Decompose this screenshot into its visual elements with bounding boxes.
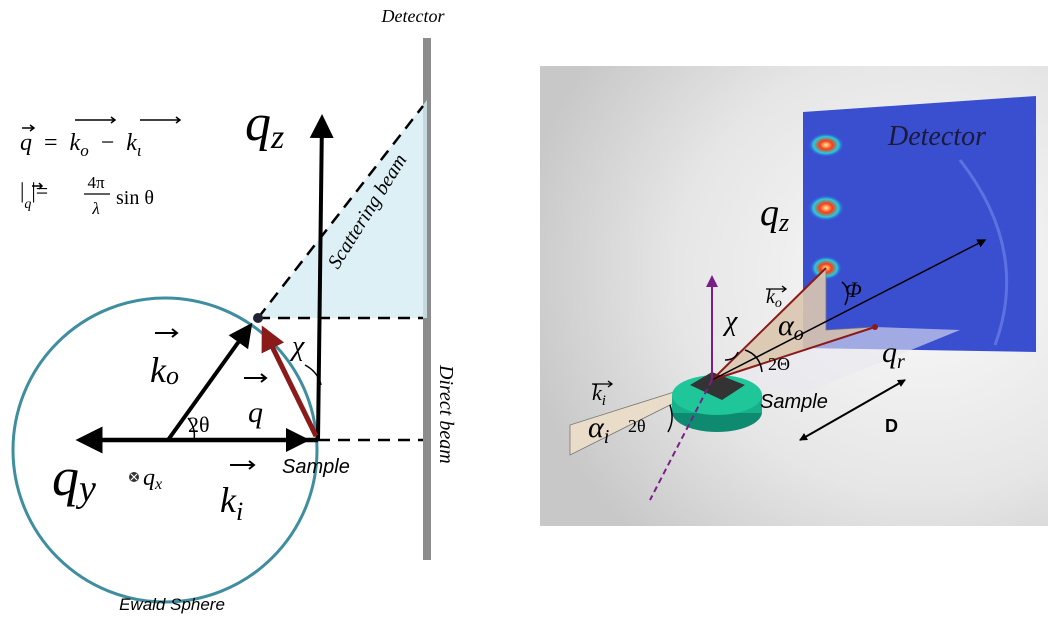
detector-label: Detector: [887, 121, 986, 152]
left-panel: Detector q = ko − kι |q|= 4π λ sin θ qz …: [13, 6, 457, 614]
chi-label: χ: [289, 331, 305, 362]
symbol: k: [150, 350, 167, 390]
figure: Detector q = ko − kι |q|= 4π λ sin θ qz …: [0, 0, 1048, 619]
subscript: i: [602, 393, 606, 409]
subscript: o: [794, 323, 804, 345]
distance-label: D: [885, 416, 898, 436]
eq-term: q: [24, 197, 31, 212]
subscript: i: [604, 426, 610, 448]
symbol: q: [882, 336, 897, 369]
symbol: α: [778, 309, 795, 342]
symbol: q: [52, 447, 79, 507]
detector-label: Detector: [381, 6, 446, 26]
symbol: q: [143, 465, 155, 491]
eq-term: q: [20, 130, 32, 156]
qy-label: qy: [52, 447, 96, 510]
equation-2: |q|=: [20, 178, 48, 212]
symbol: α: [588, 411, 605, 444]
sample-label: Sample: [760, 391, 828, 413]
eq-term: o: [80, 141, 89, 160]
right-panel: Detector qz ko Φ χ αo 2Θ qr ki αi 2θ Sam…: [540, 66, 1048, 526]
phi-label: Φ: [845, 277, 862, 302]
subscript: x: [154, 476, 162, 493]
eq-term: k: [70, 130, 81, 156]
symbol: q: [760, 192, 779, 234]
subscript: r: [897, 351, 905, 373]
two-theta-label: 2θ: [188, 412, 210, 437]
eq-term: =: [44, 130, 58, 156]
q-label: q: [248, 396, 263, 429]
sample-label: Sample: [282, 456, 350, 478]
ewald-sphere-label: Ewald Sphere: [119, 595, 225, 614]
point: [872, 324, 878, 330]
point: [253, 313, 263, 323]
equation-1: q = ko − kι: [20, 130, 142, 162]
eq-term: |=: [31, 178, 48, 203]
subscript: z: [778, 208, 789, 237]
eq-term: ι: [137, 141, 142, 160]
chi-label: χ: [722, 306, 738, 337]
vector-arrow: [244, 374, 266, 382]
diffraction-spot: [808, 133, 844, 157]
q-arrow: [264, 330, 316, 436]
symbol: q: [245, 95, 271, 152]
eq-denominator: λ: [91, 199, 99, 218]
diffraction-spot: [808, 195, 844, 221]
eq-term: −: [101, 130, 115, 156]
ko-label: ko: [150, 350, 179, 390]
vector-arrow: [230, 461, 254, 469]
qz-label: qz: [245, 95, 284, 156]
direct-beam-label: Direct beam: [435, 364, 457, 464]
symbol: k: [220, 480, 237, 520]
two-theta-o-label: 2Θ: [768, 354, 790, 374]
vector-arrow: [155, 329, 177, 337]
eq-sin: sin θ: [116, 187, 154, 209]
subscript: o: [166, 361, 179, 390]
two-theta-i-label: 2θ: [628, 416, 646, 436]
ki-label: ki: [220, 480, 243, 526]
subscript: y: [75, 468, 96, 510]
subscript: z: [270, 119, 284, 156]
eq-term: k: [126, 130, 137, 156]
qz-arrow: [318, 118, 322, 440]
subscript: i: [236, 497, 243, 526]
eq-numerator: 4π: [87, 173, 105, 192]
qx-label: qx: [143, 465, 162, 493]
